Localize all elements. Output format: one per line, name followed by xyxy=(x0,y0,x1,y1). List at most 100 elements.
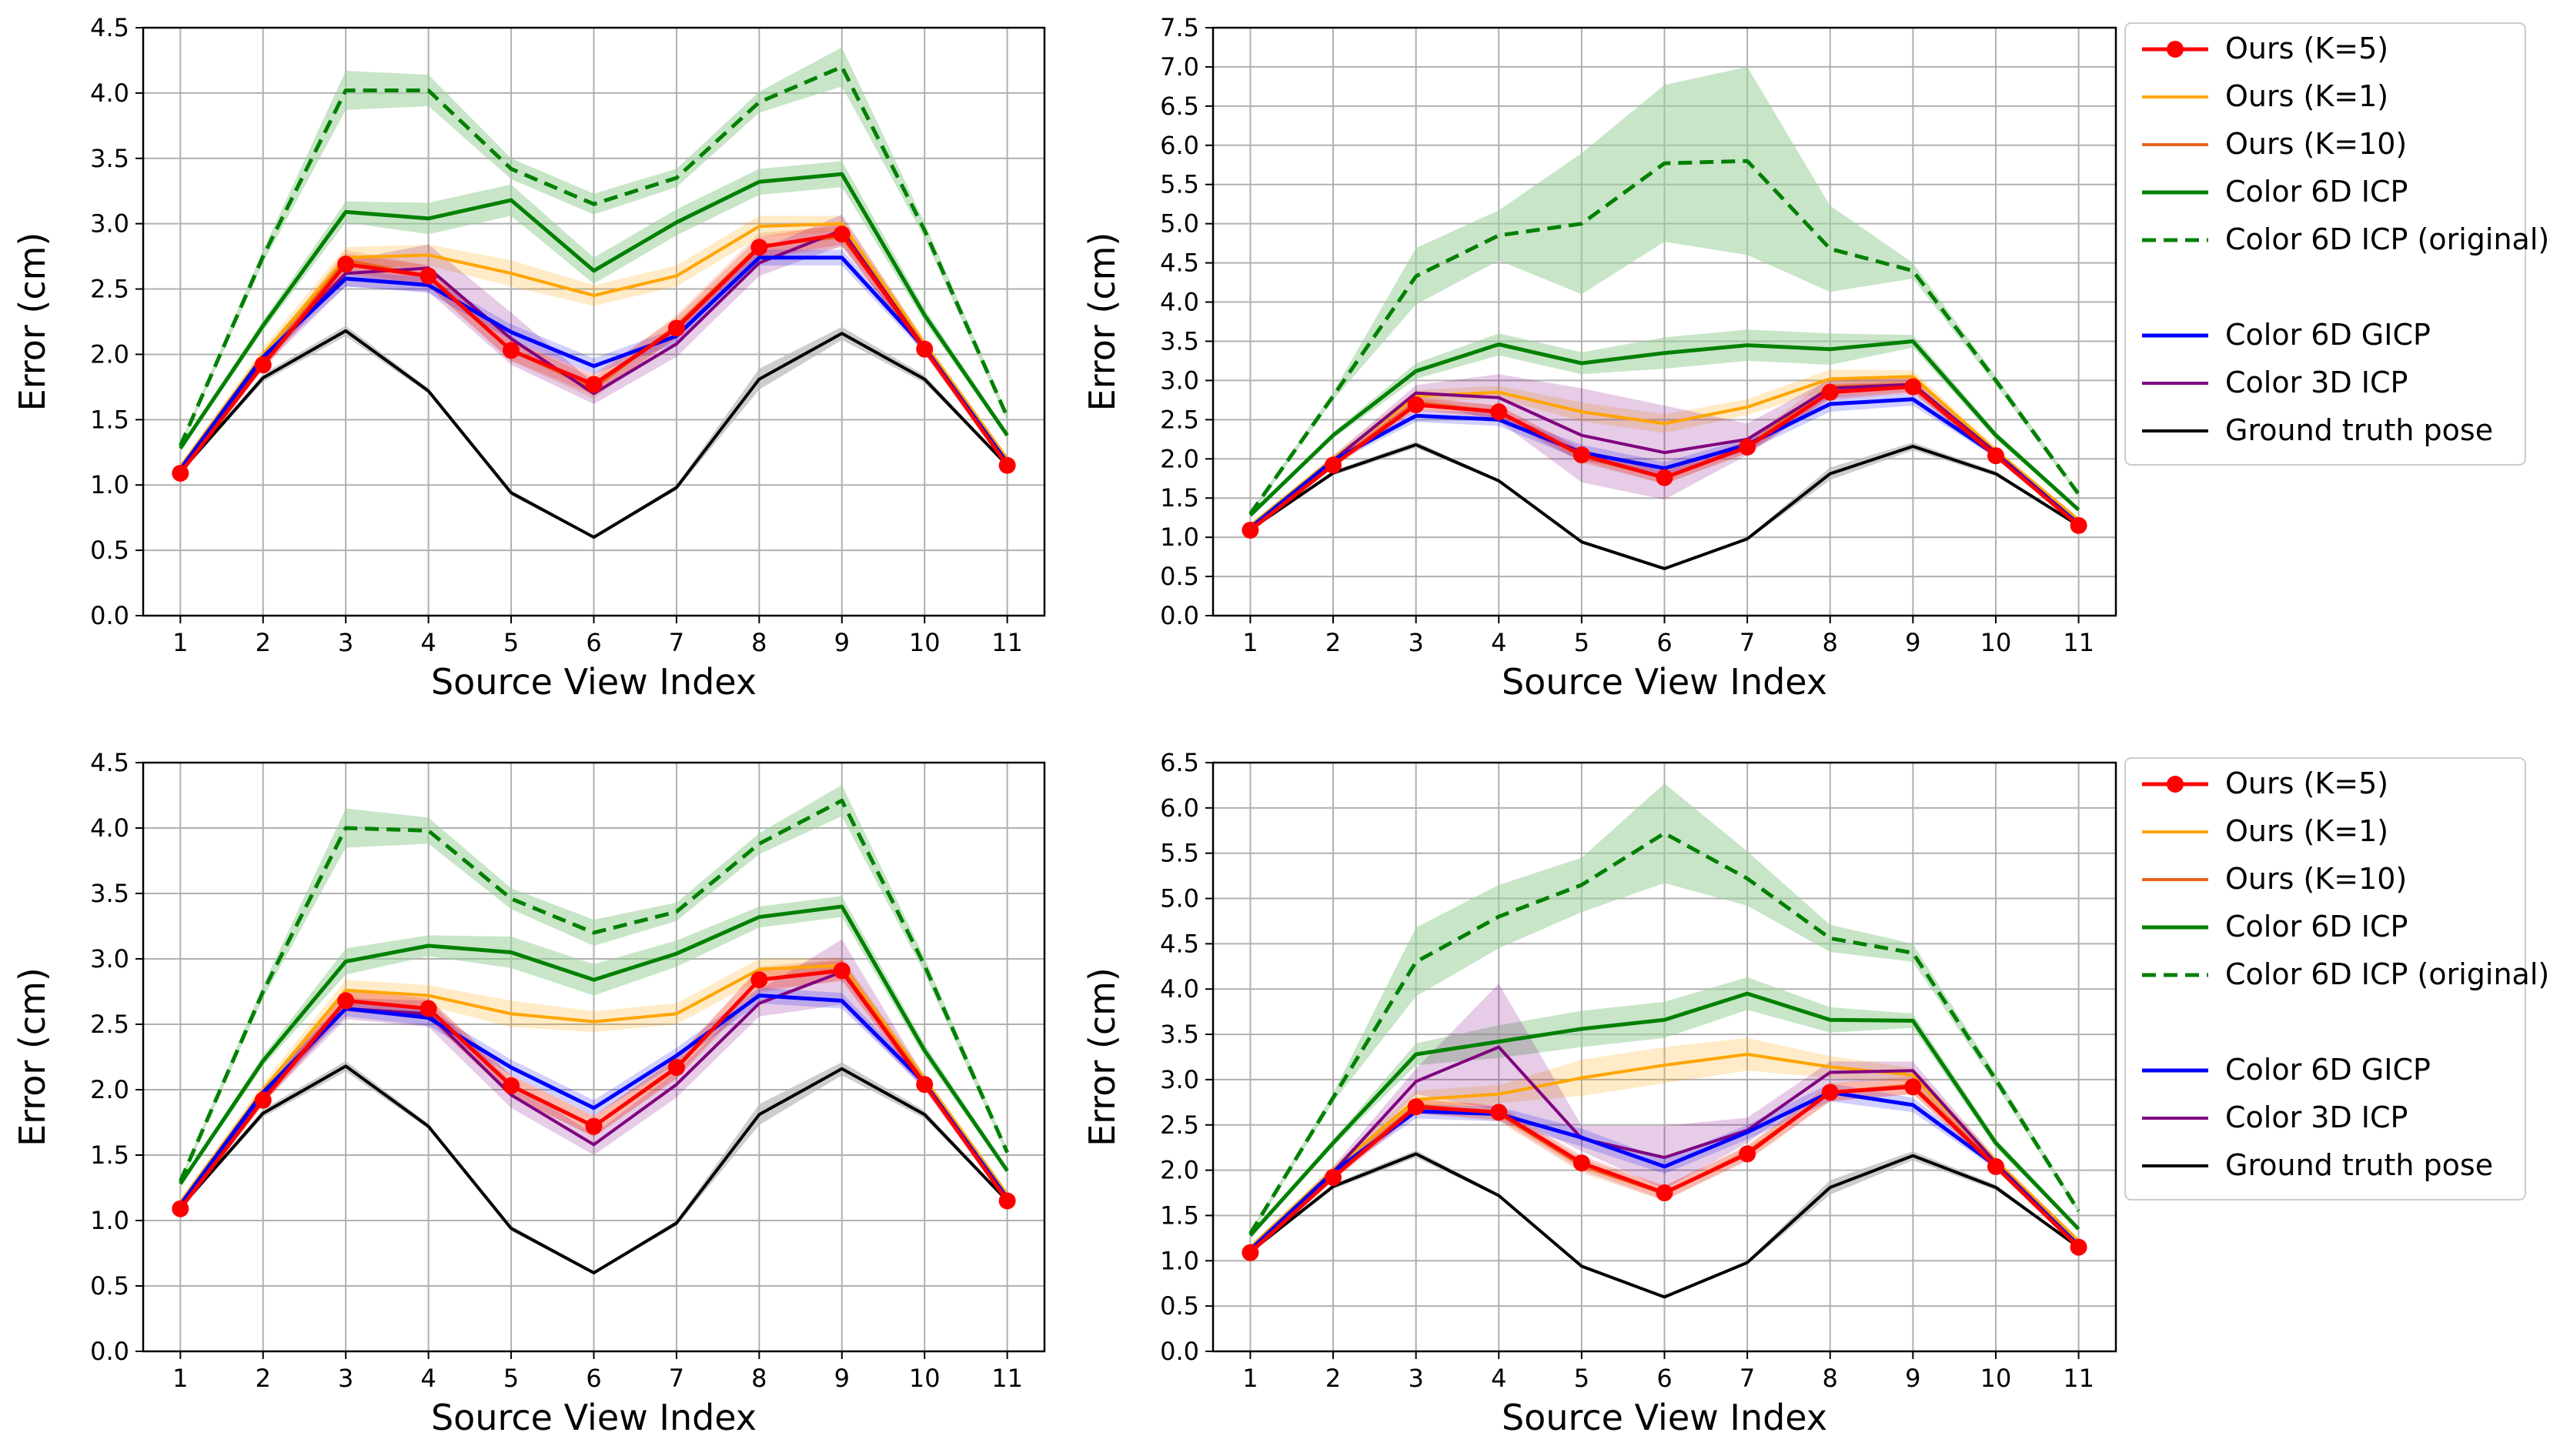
x-axis-label: Source View Index xyxy=(431,1397,757,1438)
band-gicp6d xyxy=(180,249,1008,473)
legend-box xyxy=(2124,757,2526,1201)
y-tick-label: 2.5 xyxy=(1160,405,1199,434)
point-ours_k5 xyxy=(419,1000,437,1017)
point-ours_k5 xyxy=(1325,1169,1342,1187)
point-ours_k5 xyxy=(419,267,437,285)
x-tick-label: 7 xyxy=(1740,1364,1755,1393)
line-icp6d_orig xyxy=(1248,159,2080,516)
point-ours_k5 xyxy=(585,1117,603,1135)
point-ours_k5 xyxy=(1242,521,1259,539)
y-tick-label: 0.5 xyxy=(90,536,129,565)
legend: Ours (K=5) Ours (K=1) Ours (K=10) Color 6D … xyxy=(2124,22,2549,466)
point-ours_k5 xyxy=(1242,1244,1259,1261)
x-tick-label: 5 xyxy=(1574,1364,1589,1393)
line-icp6d_orig xyxy=(179,798,1009,1182)
confidence-bands xyxy=(180,47,1008,539)
y-tick-label: 3.5 xyxy=(90,144,129,173)
y-tick-label: 1.0 xyxy=(1160,523,1199,552)
ticks: 1 2 3 4 5 6 7 8 9 10 11 0.0 0.5 1.0 1.5 2.0 2.5 3.0 3.5 4.0… xyxy=(90,748,1023,1393)
chart-panel-top-left: 1 2 3 4 5 6 7 8 9 10 11 0.0 0.5 1.0 1.5 2.0 2.5 3.0 3.5 4.0… xyxy=(12,13,1046,703)
point-ours_k5 xyxy=(667,319,685,337)
point-ours_k5 xyxy=(337,255,355,273)
y-tick-label: 6.0 xyxy=(1160,793,1199,823)
y-tick-label: 4.0 xyxy=(90,813,129,843)
band-icp6d_orig xyxy=(1250,783,2079,1237)
y-tick-label: 6.5 xyxy=(1160,748,1199,777)
point-ours_k5 xyxy=(916,340,934,358)
point-ours_k5 xyxy=(1572,1154,1590,1172)
point-ours_k5 xyxy=(1490,403,1508,421)
legend-label-ours_k10: Ours (K=10) xyxy=(2225,862,2407,896)
x-tick-label: 11 xyxy=(2063,628,2094,657)
y-axis-label: Error (cm) xyxy=(1081,232,1123,412)
series-lines xyxy=(1242,159,2087,570)
y-tick-label: 3.5 xyxy=(1160,1020,1199,1049)
x-axis-label: Source View Index xyxy=(431,661,757,703)
legend-marker-ours_k5 xyxy=(2167,41,2184,58)
x-tick-label: 1 xyxy=(172,1364,188,1393)
y-tick-label: 1.0 xyxy=(1160,1246,1199,1275)
point-ours_k5 xyxy=(916,1076,934,1094)
y-tick-label: 0.5 xyxy=(1160,562,1199,591)
line-icp3d xyxy=(1249,1045,2080,1251)
series-lines xyxy=(172,65,1016,539)
y-axis-label: Error (cm) xyxy=(12,967,53,1147)
y-tick-label: 4.0 xyxy=(1160,288,1199,317)
line-ours_k1 xyxy=(1249,1053,2080,1249)
x-tick-label: 1 xyxy=(172,628,188,657)
point-ours_k5 xyxy=(998,456,1016,474)
x-tick-label: 7 xyxy=(669,628,684,657)
point-ours_k5 xyxy=(1656,469,1673,486)
legend-label-ours_k1: Ours (K=1) xyxy=(2225,814,2388,848)
x-tick-label: 2 xyxy=(1325,628,1341,657)
x-tick-label: 9 xyxy=(834,1364,850,1393)
y-tick-label: 2.0 xyxy=(90,339,129,369)
y-tick-label: 3.5 xyxy=(1160,326,1199,356)
line-gt xyxy=(179,329,1009,539)
legend-label-icp3d: Color 3D ICP xyxy=(2225,366,2408,399)
legend-label-ours_k10: Ours (K=10) xyxy=(2225,127,2407,161)
legend-label-gt: Ground truth pose xyxy=(2225,1148,2493,1182)
line-gt xyxy=(179,1064,1009,1274)
line-icp6d xyxy=(1248,991,2080,1237)
x-tick-label: 6 xyxy=(1656,628,1672,657)
legend-label-icp6d_orig: Color 6D ICP (original) xyxy=(2225,957,2549,991)
y-tick-label: 2.0 xyxy=(1160,444,1199,473)
x-tick-label: 7 xyxy=(1740,628,1755,657)
x-tick-label: 5 xyxy=(503,1364,519,1393)
point-ours_k5 xyxy=(1656,1184,1673,1202)
y-tick-label: 4.5 xyxy=(90,13,129,42)
point-ours_k5 xyxy=(1904,378,1922,396)
legend-marker-ours_k5 xyxy=(2167,776,2184,793)
y-axis-label: Error (cm) xyxy=(12,232,53,412)
point-ours_k5 xyxy=(2070,1238,2087,1256)
y-tick-label: 0.0 xyxy=(1160,601,1199,630)
y-tick-label: 1.0 xyxy=(90,470,129,499)
x-tick-label: 11 xyxy=(2063,1364,2094,1393)
line-icp6d xyxy=(179,172,1009,450)
band-icp6d_orig xyxy=(1250,66,2079,516)
x-tick-label: 11 xyxy=(991,1364,1023,1393)
x-tick-label: 3 xyxy=(338,628,353,657)
line-gicp6d xyxy=(179,255,1009,471)
point-ours_k5 xyxy=(254,356,272,374)
y-tick-label: 2.5 xyxy=(90,275,129,304)
point-ours_k5 xyxy=(1407,1098,1425,1116)
y-tick-label: 3.5 xyxy=(90,879,129,908)
point-ours_k5 xyxy=(1987,447,2004,465)
legend-label-icp6d: Color 6D ICP xyxy=(2225,910,2408,943)
series-lines xyxy=(172,798,1016,1274)
point-ours_k5 xyxy=(750,971,768,989)
ticks: 1 2 3 4 5 6 7 8 9 10 11 0.0 0.5 1.0 1.5 2.0 2.5 3.0 3.5 4.0… xyxy=(1160,748,2094,1393)
y-tick-label: 7.0 xyxy=(1160,52,1199,82)
x-tick-label: 6 xyxy=(586,628,601,657)
x-tick-label: 11 xyxy=(991,628,1023,657)
y-tick-label: 2.0 xyxy=(90,1075,129,1104)
y-tick-label: 0.0 xyxy=(1160,1337,1199,1366)
x-tick-label: 10 xyxy=(1980,628,2012,657)
point-ours_k5 xyxy=(1739,438,1756,456)
x-tick-label: 6 xyxy=(586,1364,601,1393)
line-icp6d_orig xyxy=(179,65,1009,447)
line-icp3d xyxy=(1249,382,2080,529)
